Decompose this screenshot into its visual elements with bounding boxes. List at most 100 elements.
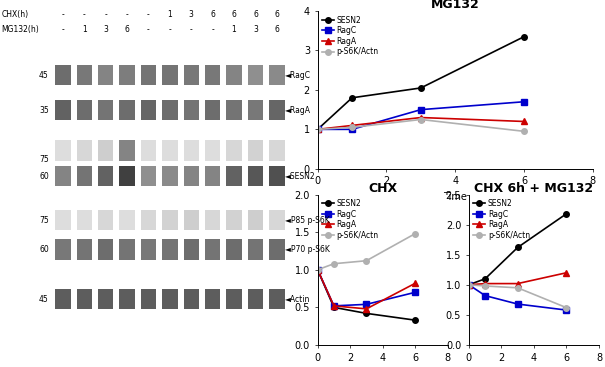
Text: ◄P70 p-S6K: ◄P70 p-S6K xyxy=(285,245,330,254)
Bar xyxy=(205,210,220,230)
Bar xyxy=(77,240,92,260)
Text: 6: 6 xyxy=(210,10,215,19)
RagA xyxy=(348,123,356,128)
Line: RagC: RagC xyxy=(315,267,418,309)
Text: ◄Actin: ◄Actin xyxy=(285,295,310,304)
Text: 6: 6 xyxy=(253,10,258,19)
Bar xyxy=(98,210,113,230)
Bar xyxy=(119,289,135,309)
RagA xyxy=(330,304,338,308)
SESN2 xyxy=(482,277,489,281)
Bar xyxy=(77,65,92,86)
Bar xyxy=(183,141,199,161)
Text: 75: 75 xyxy=(39,155,49,164)
SESN2 xyxy=(363,311,370,316)
RagA xyxy=(363,307,370,311)
Text: -: - xyxy=(104,10,107,19)
Bar xyxy=(162,240,178,260)
Bar xyxy=(119,166,135,186)
Text: 6: 6 xyxy=(125,25,129,34)
Line: RagA: RagA xyxy=(466,270,569,288)
RagC xyxy=(363,302,370,306)
Bar xyxy=(141,210,156,230)
Bar xyxy=(226,100,242,120)
Bar xyxy=(183,100,199,120)
Bar xyxy=(77,141,92,161)
Line: RagA: RagA xyxy=(315,115,527,132)
SESN2 xyxy=(330,305,338,310)
p-S6K/Actn xyxy=(563,305,570,310)
Bar xyxy=(55,100,71,120)
Bar xyxy=(205,166,220,186)
SESN2 xyxy=(348,95,356,100)
Text: -: - xyxy=(190,25,192,34)
Line: RagC: RagC xyxy=(315,99,527,132)
Bar xyxy=(55,65,71,86)
Bar xyxy=(226,141,242,161)
Bar xyxy=(269,289,284,309)
SESN2 xyxy=(465,283,473,287)
p-S6K/Actn xyxy=(314,268,321,272)
Legend: SESN2, RagC, RagA, p-S6K/Actn: SESN2, RagC, RagA, p-S6K/Actn xyxy=(321,15,379,57)
p-S6K/Actn xyxy=(417,117,425,122)
Line: SESN2: SESN2 xyxy=(315,267,418,323)
Title: CHX 6h + MG132: CHX 6h + MG132 xyxy=(474,182,594,195)
Text: 60: 60 xyxy=(39,245,49,254)
Title: CHX: CHX xyxy=(368,182,397,195)
Line: RagC: RagC xyxy=(466,282,569,313)
Bar xyxy=(162,166,178,186)
Text: -: - xyxy=(211,25,214,34)
Bar xyxy=(162,210,178,230)
Bar xyxy=(141,100,156,120)
Bar xyxy=(226,240,242,260)
Bar xyxy=(55,166,71,186)
Bar xyxy=(55,210,71,230)
Bar xyxy=(141,65,156,86)
Bar xyxy=(119,210,135,230)
Text: -: - xyxy=(126,10,128,19)
RagC xyxy=(417,108,425,112)
RagC xyxy=(314,268,321,272)
RagA xyxy=(520,119,528,124)
Bar xyxy=(77,289,92,309)
Line: SESN2: SESN2 xyxy=(315,34,527,132)
Line: p-S6K/Actn: p-S6K/Actn xyxy=(315,231,418,273)
Text: 6: 6 xyxy=(275,10,280,19)
RagC xyxy=(514,302,522,306)
Title: MG132: MG132 xyxy=(431,0,480,11)
Bar xyxy=(183,65,199,86)
RagA xyxy=(514,281,522,286)
Bar xyxy=(183,210,199,230)
Bar xyxy=(55,240,71,260)
SESN2 xyxy=(520,34,528,39)
Bar xyxy=(162,100,178,120)
Text: 45: 45 xyxy=(39,295,49,304)
Bar xyxy=(269,210,284,230)
Bar xyxy=(55,141,71,161)
SESN2 xyxy=(563,211,570,216)
p-S6K/Actn xyxy=(514,286,522,290)
Text: 3: 3 xyxy=(103,25,108,34)
Bar xyxy=(226,210,242,230)
Line: p-S6K/Actn: p-S6K/Actn xyxy=(466,282,569,310)
Bar xyxy=(141,166,156,186)
p-S6K/Actn xyxy=(465,283,473,287)
Bar xyxy=(205,240,220,260)
Bar xyxy=(205,65,220,86)
RagA xyxy=(411,281,419,286)
Text: 6: 6 xyxy=(232,10,237,19)
Legend: SESN2, RagC, RagA, p-S6K/Actn: SESN2, RagC, RagA, p-S6K/Actn xyxy=(473,198,531,240)
Bar xyxy=(119,65,135,86)
Bar xyxy=(269,240,284,260)
Text: -: - xyxy=(62,10,64,19)
RagC xyxy=(314,127,321,132)
Bar xyxy=(226,65,242,86)
Text: CHX(h): CHX(h) xyxy=(2,10,28,19)
Line: RagA: RagA xyxy=(315,267,418,312)
Bar xyxy=(269,166,284,186)
Bar xyxy=(162,141,178,161)
Text: -: - xyxy=(147,10,150,19)
RagC xyxy=(330,304,338,308)
Bar xyxy=(141,289,156,309)
RagC xyxy=(411,290,419,294)
